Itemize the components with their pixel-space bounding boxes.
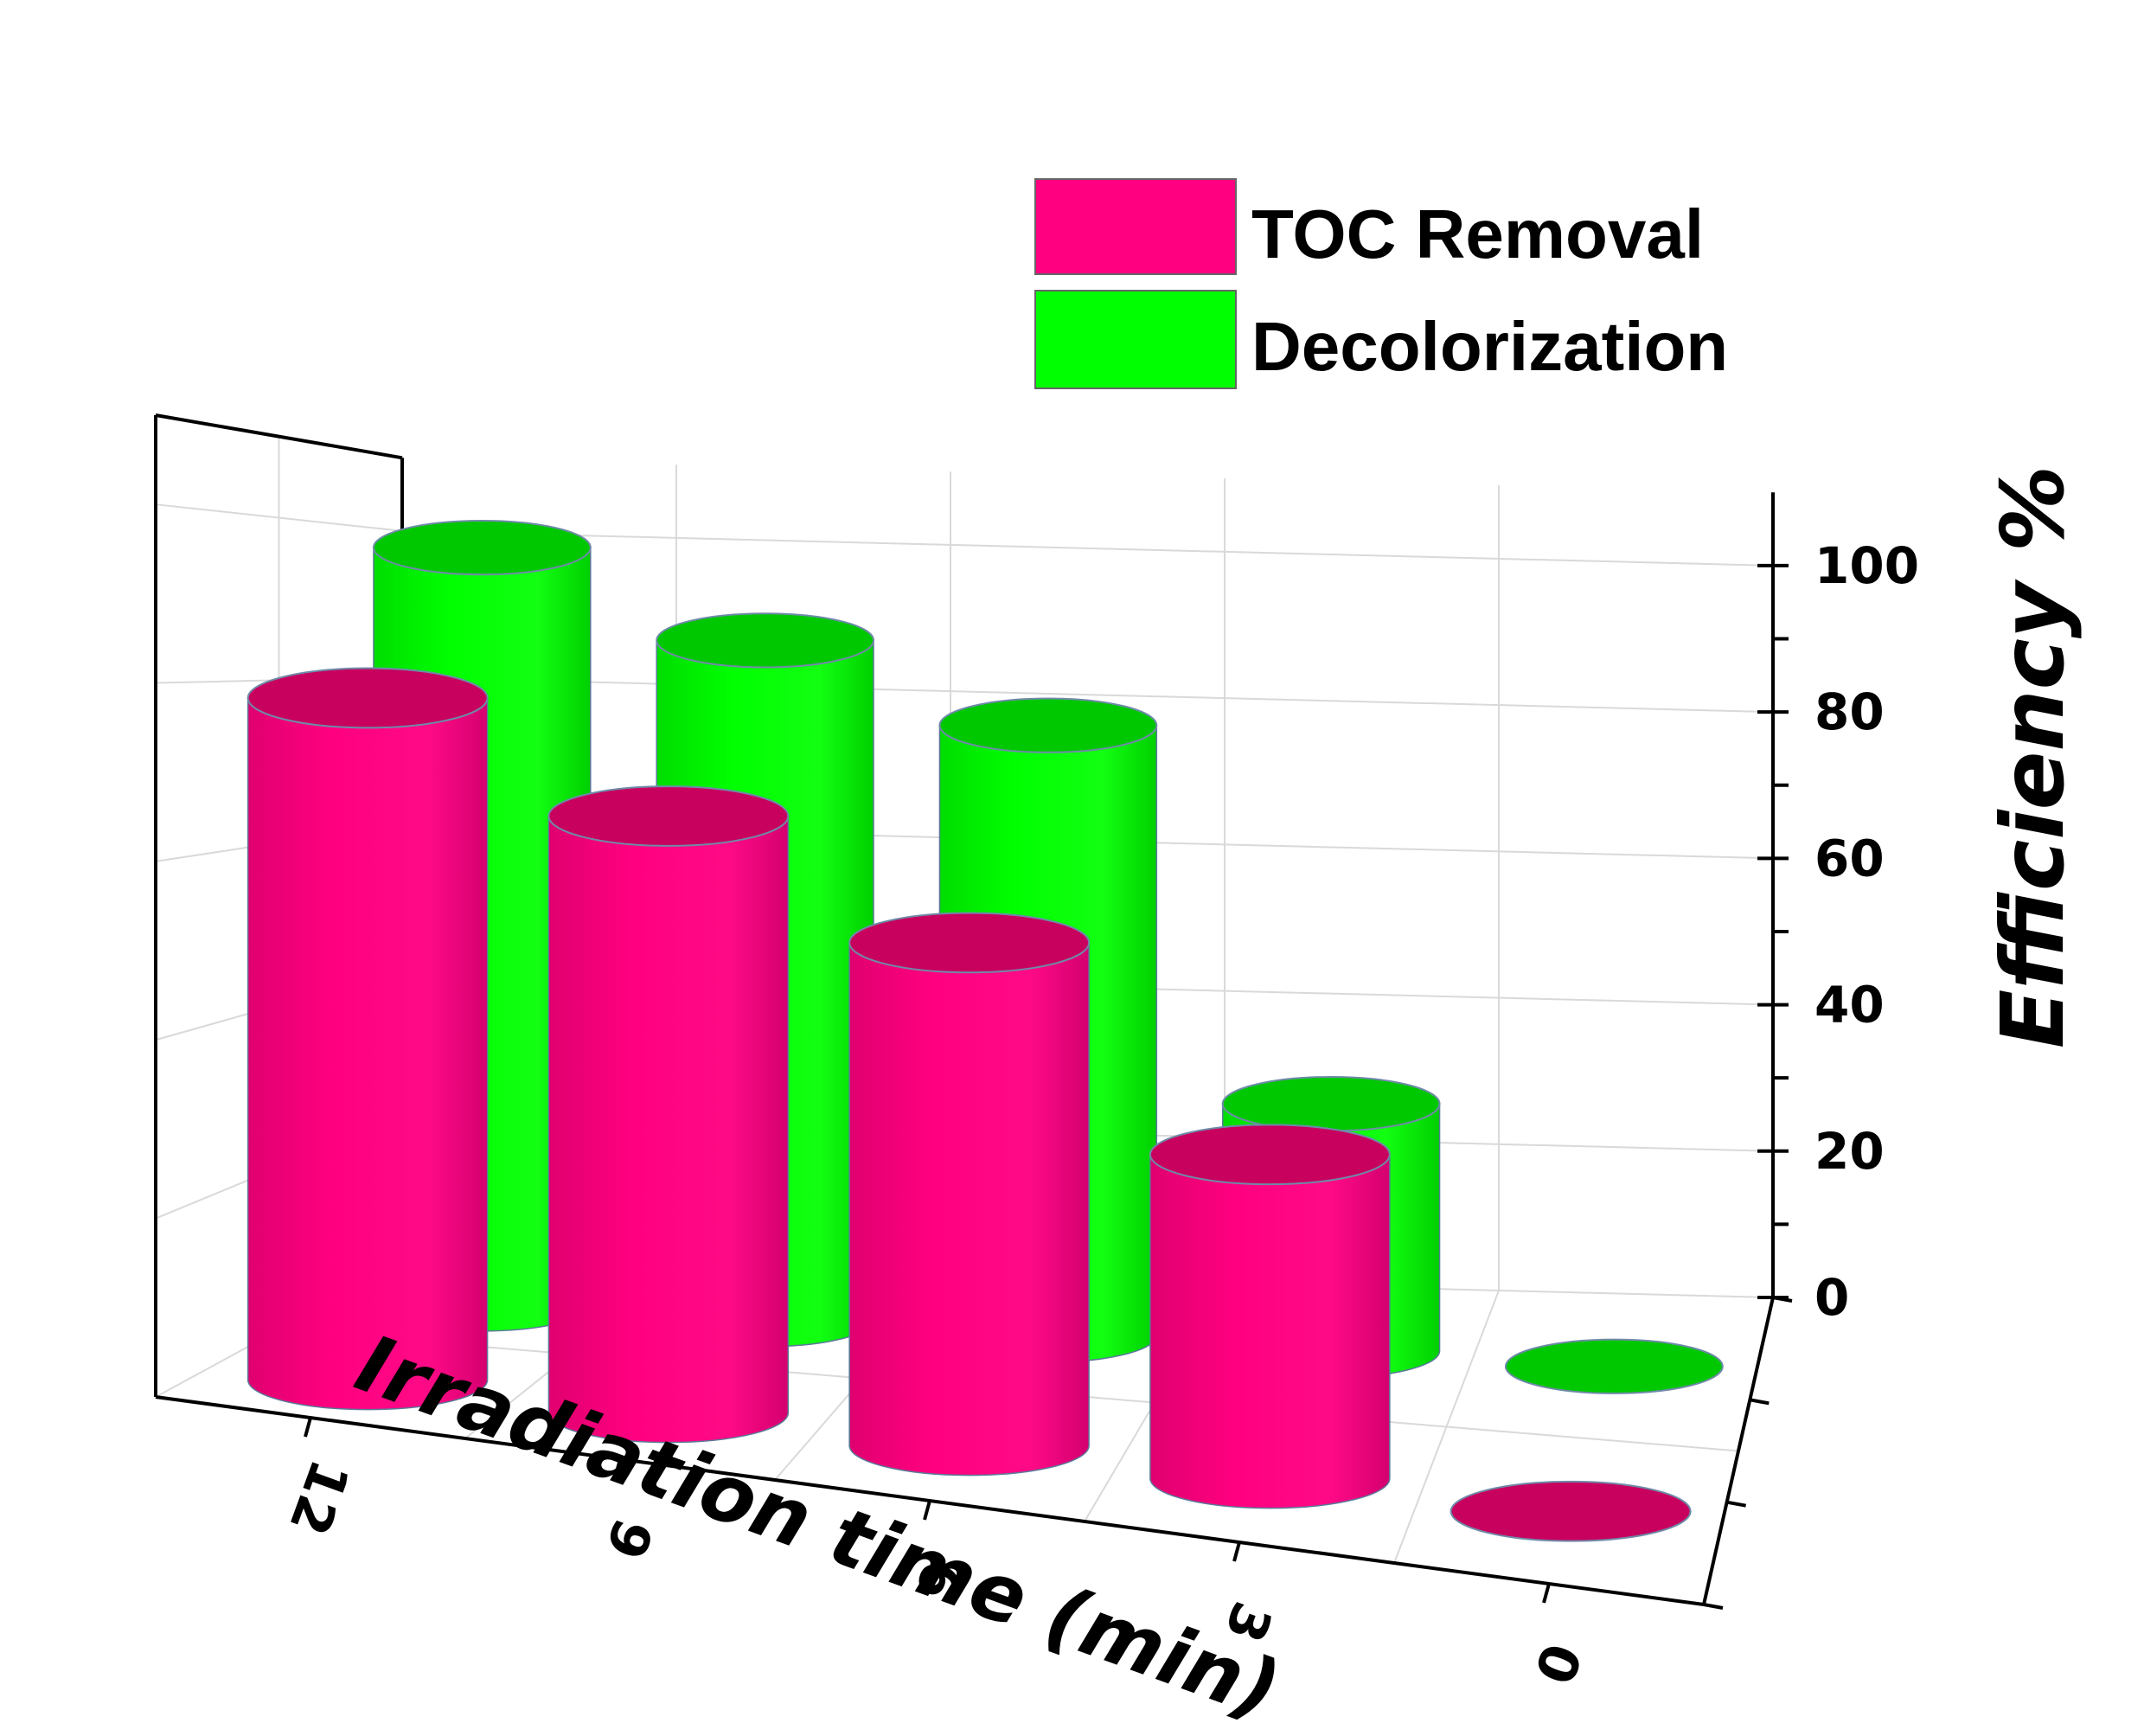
bar-top	[1149, 1124, 1391, 1186]
bar-top	[938, 697, 1158, 753]
x-tick-mark	[1232, 1541, 1241, 1562]
x-tick-label: 0	[1522, 1636, 1594, 1693]
legend: TOC Removal Decolorization	[1034, 178, 1728, 389]
x-tick-label: 12	[277, 1451, 362, 1543]
bar-body	[848, 942, 1090, 1477]
bar-top	[1221, 1076, 1441, 1132]
legend-swatch-toc-removal	[1034, 178, 1237, 275]
bar-top	[1504, 1338, 1724, 1394]
legend-label-toc-removal: TOC Removal	[1251, 195, 1704, 272]
depth-tick-mark	[1703, 1603, 1724, 1610]
bar-group	[848, 912, 1091, 1477]
depth-tick-mark	[1749, 1398, 1770, 1406]
bar-group	[1504, 1338, 1724, 1394]
plot-area	[246, 519, 1724, 1542]
x-tick-label: 9	[593, 1511, 665, 1568]
depth-tick-mark	[1772, 1296, 1793, 1303]
y-tick-label: 100	[1814, 536, 1919, 595]
bar-group	[246, 667, 489, 1411]
x-tick-mark	[923, 1500, 931, 1521]
bar-group	[1149, 1124, 1391, 1509]
depth-tick-mark	[1726, 1500, 1747, 1508]
bar-group	[547, 785, 790, 1444]
bar-top	[1450, 1480, 1692, 1542]
bar-top	[547, 785, 790, 847]
top-frame-line	[155, 413, 403, 460]
y-axis-title: Efficiency %	[1982, 465, 2083, 1048]
legend-label-decolorization: Decolorization	[1251, 308, 1728, 385]
bar-body	[547, 815, 790, 1444]
y-tick-label: 60	[1814, 829, 1885, 887]
bar-body	[1149, 1154, 1391, 1509]
bar-top	[246, 667, 489, 729]
bar-top	[848, 912, 1091, 974]
bar-top	[372, 519, 592, 576]
bar-body	[246, 697, 489, 1411]
x-tick-mark	[304, 1417, 312, 1438]
x-tick-mark	[1542, 1583, 1551, 1604]
bar-top	[656, 612, 875, 669]
legend-swatch-decolorization	[1034, 290, 1237, 389]
y-tick-label: 20	[1814, 1122, 1885, 1181]
x-tick-mark	[613, 1458, 622, 1479]
x-axis-title: Irradiation time (min)	[345, 1317, 1291, 1736]
bar-group	[1450, 1480, 1692, 1542]
y-tick-label: 0	[1814, 1268, 1849, 1327]
y-tick-label: 40	[1814, 976, 1885, 1035]
y-tick-label: 80	[1814, 682, 1885, 741]
depth-axis-line	[1702, 1297, 1775, 1605]
y-tick-labels: 0 20 40 60 80 100	[1703, 536, 1919, 1610]
